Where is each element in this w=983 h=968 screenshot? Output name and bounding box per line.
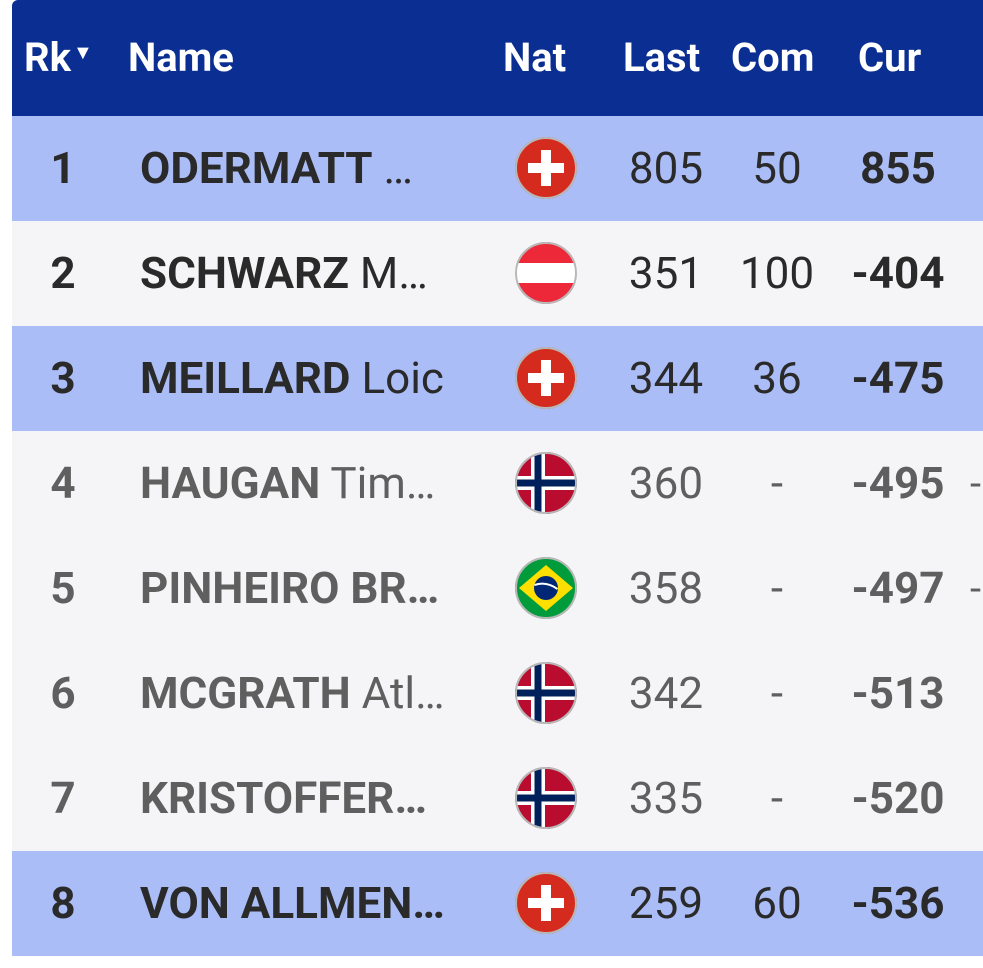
nation-flag-icon <box>515 137 577 199</box>
nation-flag-icon <box>515 452 577 514</box>
last-points-cell: 805 <box>628 142 704 194</box>
nation-flag-icon <box>515 662 577 724</box>
table-row[interactable]: 4 HAUGAN Tim… 360- -495- <box>12 431 983 536</box>
last-points-cell: 259 <box>628 877 704 929</box>
com-points-cell: 60 <box>752 877 802 929</box>
rank-header-label: Rk <box>24 34 71 81</box>
rank-cell: 1 <box>50 142 76 194</box>
cur-points-cell: -536 <box>851 877 945 929</box>
nation-column-header[interactable]: Nat <box>503 34 567 81</box>
overflow-cell <box>970 641 983 746</box>
overflow-cell <box>970 221 983 326</box>
athlete-last-name: MEILLARD <box>140 352 351 404</box>
nation-flag-icon <box>515 347 577 409</box>
rank-cell: 2 <box>50 247 76 299</box>
table-row[interactable]: 8 VON ALLMEN… 259 60 -536 <box>12 851 983 956</box>
athlete-name-cell[interactable]: HAUGAN Tim… <box>140 431 482 536</box>
com-points-cell: 36 <box>752 352 802 404</box>
rank-column-header[interactable]: Rk ▼ <box>24 0 93 116</box>
cur-points-cell: -495 <box>851 457 945 509</box>
overflow-cell: - <box>970 565 982 612</box>
athlete-first-name: Atl… <box>361 667 445 719</box>
athlete-name-cell[interactable]: MCGRATH Atl… <box>140 641 482 746</box>
overflow-cell: - <box>970 460 982 507</box>
last-points-cell: 342 <box>628 667 704 719</box>
athlete-last-name: PINHEIRO BR… <box>140 562 440 614</box>
athlete-first-name: M… <box>359 247 428 299</box>
table-row[interactable]: 1 ODERMATT … 805 50 855 <box>12 116 983 221</box>
cur-points-cell: -497 <box>851 562 945 614</box>
rank-cell: 6 <box>50 667 76 719</box>
overflow-cell <box>970 326 983 431</box>
athlete-last-name: SCHWARZ <box>140 247 349 299</box>
cur-column-header[interactable]: Cur <box>858 34 922 81</box>
rank-cell: 4 <box>50 457 76 509</box>
com-points-cell: - <box>770 457 784 509</box>
overflow-cell <box>970 116 983 221</box>
athlete-last-name: MCGRATH <box>140 667 351 719</box>
last-points-cell: 344 <box>628 352 704 404</box>
nation-flag-icon <box>515 557 577 619</box>
athlete-name-cell[interactable]: VON ALLMEN… <box>140 851 482 956</box>
table-header: Rk ▼ Name Nat Last Com Cur <box>12 0 983 116</box>
athlete-last-name: ODERMATT <box>140 142 373 194</box>
rank-cell: 8 <box>50 877 76 929</box>
com-points-cell: 100 <box>739 247 815 299</box>
sort-descending-icon: ▼ <box>73 40 93 64</box>
table-row[interactable]: 5 PINHEIRO BR… 358- -497- <box>12 536 983 641</box>
last-points-cell: 358 <box>628 562 704 614</box>
cur-points-cell: -475 <box>851 352 945 404</box>
athlete-name-cell[interactable]: PINHEIRO BR… <box>140 536 482 641</box>
athlete-name-cell[interactable]: MEILLARD Loic <box>140 326 482 431</box>
rank-cell: 7 <box>50 772 76 824</box>
nation-flag-icon <box>515 872 577 934</box>
com-points-cell: - <box>770 667 784 719</box>
table-row[interactable]: 7 KRISTOFFER… 335 - -520 <box>12 746 983 851</box>
last-points-cell: 335 <box>628 772 704 824</box>
athlete-first-name: … <box>383 142 413 194</box>
athlete-last-name: KRISTOFFER… <box>140 772 427 824</box>
overflow-cell <box>970 851 983 956</box>
rank-cell: 5 <box>50 562 76 614</box>
com-column-header[interactable]: Com <box>731 34 815 81</box>
nation-flag-icon <box>515 767 577 829</box>
athlete-last-name: HAUGAN <box>140 457 321 509</box>
rank-cell: 3 <box>50 352 76 404</box>
table-body: 1 ODERMATT … 805 50 855 2 SCHWARZ M… 351 100 -404… <box>12 116 983 956</box>
athlete-name-cell[interactable]: KRISTOFFER… <box>140 746 482 851</box>
athlete-name-cell[interactable]: SCHWARZ M… <box>140 221 482 326</box>
cur-points-cell: -404 <box>851 247 945 299</box>
cur-points-cell: 855 <box>860 142 936 194</box>
nation-flag-icon <box>515 242 577 304</box>
table-row[interactable]: 6 MCGRATH Atl… 342 - -513 <box>12 641 983 746</box>
last-points-cell: 360 <box>628 457 704 509</box>
name-column-header[interactable]: Name <box>128 34 234 81</box>
cur-points-cell: -520 <box>851 772 945 824</box>
com-points-cell: 50 <box>752 142 802 194</box>
com-points-cell: - <box>770 772 784 824</box>
table-row[interactable]: 2 SCHWARZ M… 351 100 -404 <box>12 221 983 326</box>
athlete-name-cell[interactable]: ODERMATT … <box>140 116 482 221</box>
cur-points-cell: -513 <box>851 667 945 719</box>
athlete-last-name: VON ALLMEN… <box>140 877 445 929</box>
athlete-first-name: Tim… <box>330 457 436 509</box>
overflow-cell <box>970 746 983 851</box>
last-points-cell: 351 <box>628 247 704 299</box>
athlete-first-name: Loic <box>361 352 444 404</box>
last-column-header[interactable]: Last <box>623 34 701 81</box>
com-points-cell: - <box>770 562 784 614</box>
table-row[interactable]: 3 MEILLARD Loic 344 36 -475 <box>12 326 983 431</box>
standings-table: Rk ▼ Name Nat Last Com Cur 1 ODERMATT … 805… <box>12 0 983 956</box>
